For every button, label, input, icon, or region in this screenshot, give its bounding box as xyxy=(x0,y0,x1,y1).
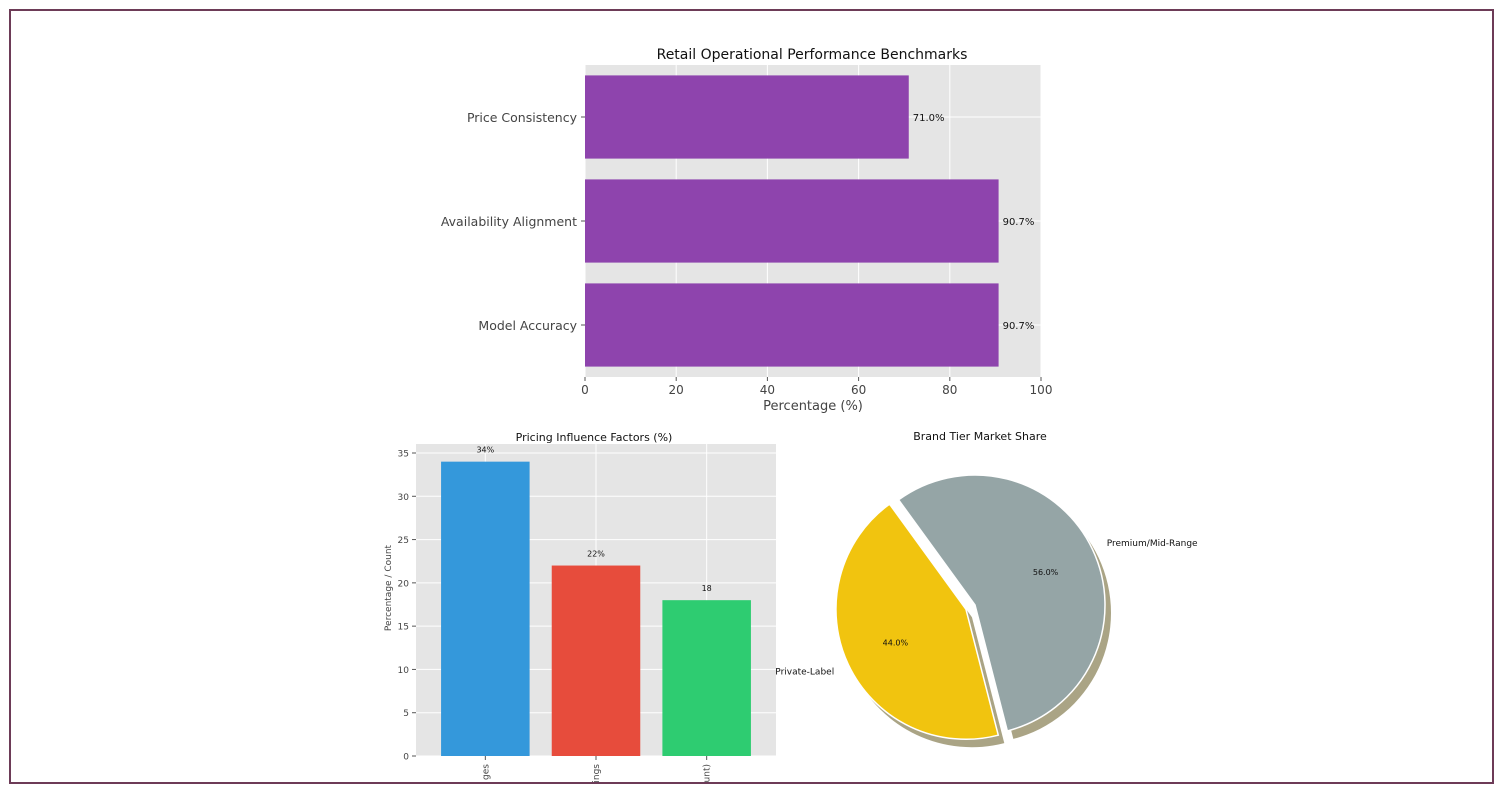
pricing-factors-category-labels: ges ings unt) xyxy=(481,756,713,783)
figure-border xyxy=(9,9,1494,784)
brand-tier-title: Brand Tier Market Share xyxy=(913,430,1047,443)
benchmark-category-label: Availability Alignment xyxy=(441,214,577,229)
benchmark-x-tick-label: 20 xyxy=(669,383,684,397)
pricing-factors-bar xyxy=(662,600,751,756)
benchmark-bars: 71.0% 90.7% 90.7% xyxy=(585,75,1035,367)
pie-slice xyxy=(897,474,1106,732)
benchmark-x-tick-label: 0 xyxy=(581,383,589,397)
pricing-factors-category-label: unt) xyxy=(703,764,713,782)
pie-percent-label: 44.0% xyxy=(883,638,909,647)
pricing-factors-y-tick-label: 25 xyxy=(398,536,409,546)
pricing-factors-category-label: ings xyxy=(592,764,602,783)
pricing-factors-y-tick-label: 5 xyxy=(403,709,409,719)
pie-slice-name: Premium/Mid-Range xyxy=(1107,539,1198,549)
benchmark-chart-title: Retail Operational Performance Benchmark… xyxy=(657,47,968,63)
benchmark-bar xyxy=(585,283,999,367)
pricing-factors-category-label: ges xyxy=(481,764,491,780)
benchmark-bar xyxy=(585,179,999,263)
pricing-factors-bar xyxy=(551,565,641,756)
benchmark-x-tick-label: 60 xyxy=(851,383,866,397)
benchmark-x-ticks: 0 20 40 60 80 100 xyxy=(581,377,1052,397)
pricing-factors-y-tick-label: 30 xyxy=(398,493,410,503)
brand-tier-chart: Brand Tier Market Share 56.0% Premium/Mid… xyxy=(775,430,1198,748)
benchmark-category-labels: Price Consistency Availability Alignment M… xyxy=(441,110,585,333)
pricing-factors-value-label: 18 xyxy=(702,584,712,593)
benchmark-category-label: Model Accuracy xyxy=(478,318,577,333)
benchmark-bar xyxy=(585,75,909,159)
benchmark-x-axis-label: Percentage (%) xyxy=(763,399,863,414)
brand-tier-pie: 56.0% Premium/Mid-Range 44.0% Private-Label xyxy=(775,474,1198,748)
benchmark-value-label: 90.7% xyxy=(1003,217,1035,228)
pricing-factors-bars: 34% 22% 18 xyxy=(441,446,751,756)
pricing-factors-title: Pricing Influence Factors (%) xyxy=(516,431,673,444)
pricing-factors-y-tick-label: 20 xyxy=(398,579,410,589)
pricing-factors-y-tick-label: 35 xyxy=(398,450,409,460)
pie-slice xyxy=(835,503,1000,740)
benchmark-x-tick-label: 40 xyxy=(760,383,775,397)
pie-slice-name: Private-Label xyxy=(775,667,834,677)
pricing-factors-y-tick-label: 10 xyxy=(398,666,410,676)
pricing-factors-value-label: 34% xyxy=(476,446,494,455)
pricing-factors-y-tick-label: 0 xyxy=(403,753,409,763)
pricing-factors-y-axis-label: Percentage / Count xyxy=(384,544,394,631)
benchmark-value-label: 71.0% xyxy=(913,113,945,124)
benchmark-x-tick-label: 100 xyxy=(1030,383,1053,397)
benchmark-category-label: Price Consistency xyxy=(467,110,578,125)
pie-percent-label: 56.0% xyxy=(1033,568,1059,577)
benchmark-x-tick-label: 80 xyxy=(942,383,957,397)
pricing-factors-value-label: 22% xyxy=(587,550,605,559)
pricing-factors-bar xyxy=(441,461,530,756)
pricing-factors-y-tick-label: 15 xyxy=(398,623,409,633)
pricing-factors-chart: Pricing Influence Factors (%) 34% 22% 18 0… xyxy=(384,431,776,783)
benchmark-value-label: 90.7% xyxy=(1003,321,1035,332)
pricing-factors-y-ticks: 0 5 10 15 20 25 30 35 xyxy=(398,450,416,763)
benchmark-chart: Retail Operational Performance Benchmark… xyxy=(441,47,1053,414)
